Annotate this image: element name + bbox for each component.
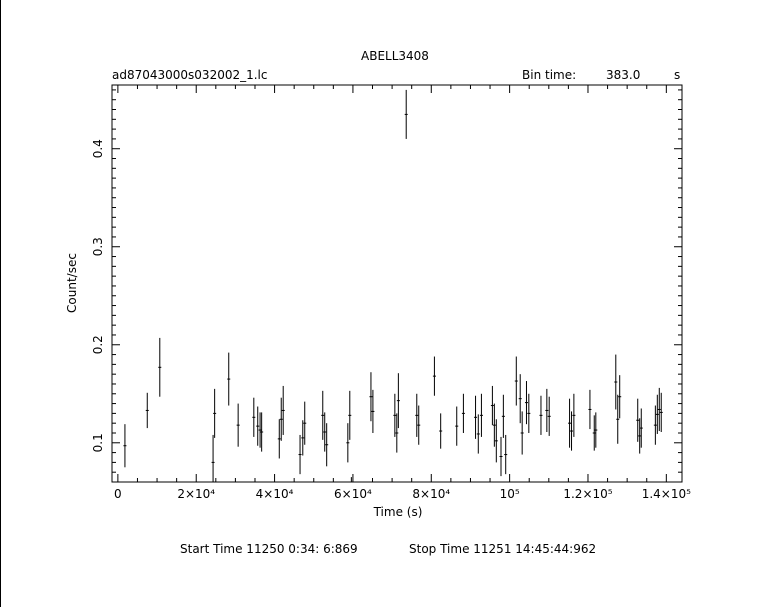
- x-tick-label: 8×10⁴: [412, 487, 450, 501]
- source-filename: ad87043000s032002_1.lc: [112, 68, 268, 82]
- x-tick-label: 2×10⁴: [177, 487, 215, 501]
- x-tick-label: 6×10⁴: [334, 487, 372, 501]
- x-tick-label: 0: [114, 487, 122, 501]
- y-tick-label: 0.4: [91, 139, 105, 158]
- x-tick-label: 4×10⁴: [256, 487, 294, 501]
- x-tick-label: 1.2×10⁵: [563, 487, 612, 501]
- chart-title: ABELL3408: [361, 49, 429, 63]
- x-axis-ticks: 0 2×10⁴ 4×10⁴ 6×10⁴ 8×10⁴ 10⁵ 1.2×10⁵ 1.4×10⁵: [114, 85, 691, 501]
- y-tick-label: 0.3: [91, 237, 105, 256]
- data-marks: [123, 89, 663, 483]
- x-tick-label: 1.4×10⁵: [642, 487, 691, 501]
- x-tick-label: 10⁵: [500, 487, 520, 501]
- bin-time-unit: s: [674, 68, 681, 82]
- y-axis-label: Count/sec: [65, 253, 79, 313]
- stop-time: Stop Time 11251 14:45:44:962: [409, 542, 597, 556]
- y-tick-label: 0.2: [91, 335, 105, 354]
- plot-frame: [111, 84, 683, 483]
- left-border: [0, 0, 1, 607]
- y-tick-label: 0.1: [91, 433, 105, 452]
- bin-time-label: Bin time:: [522, 68, 577, 82]
- bin-time-value: 383.0: [606, 68, 641, 82]
- y-axis-ticks: 0.1 0.2 0.3 0.4: [91, 89, 682, 473]
- start-time: Start Time 11250 0:34: 6:869: [180, 542, 358, 556]
- x-axis-label: Time (s): [373, 505, 423, 519]
